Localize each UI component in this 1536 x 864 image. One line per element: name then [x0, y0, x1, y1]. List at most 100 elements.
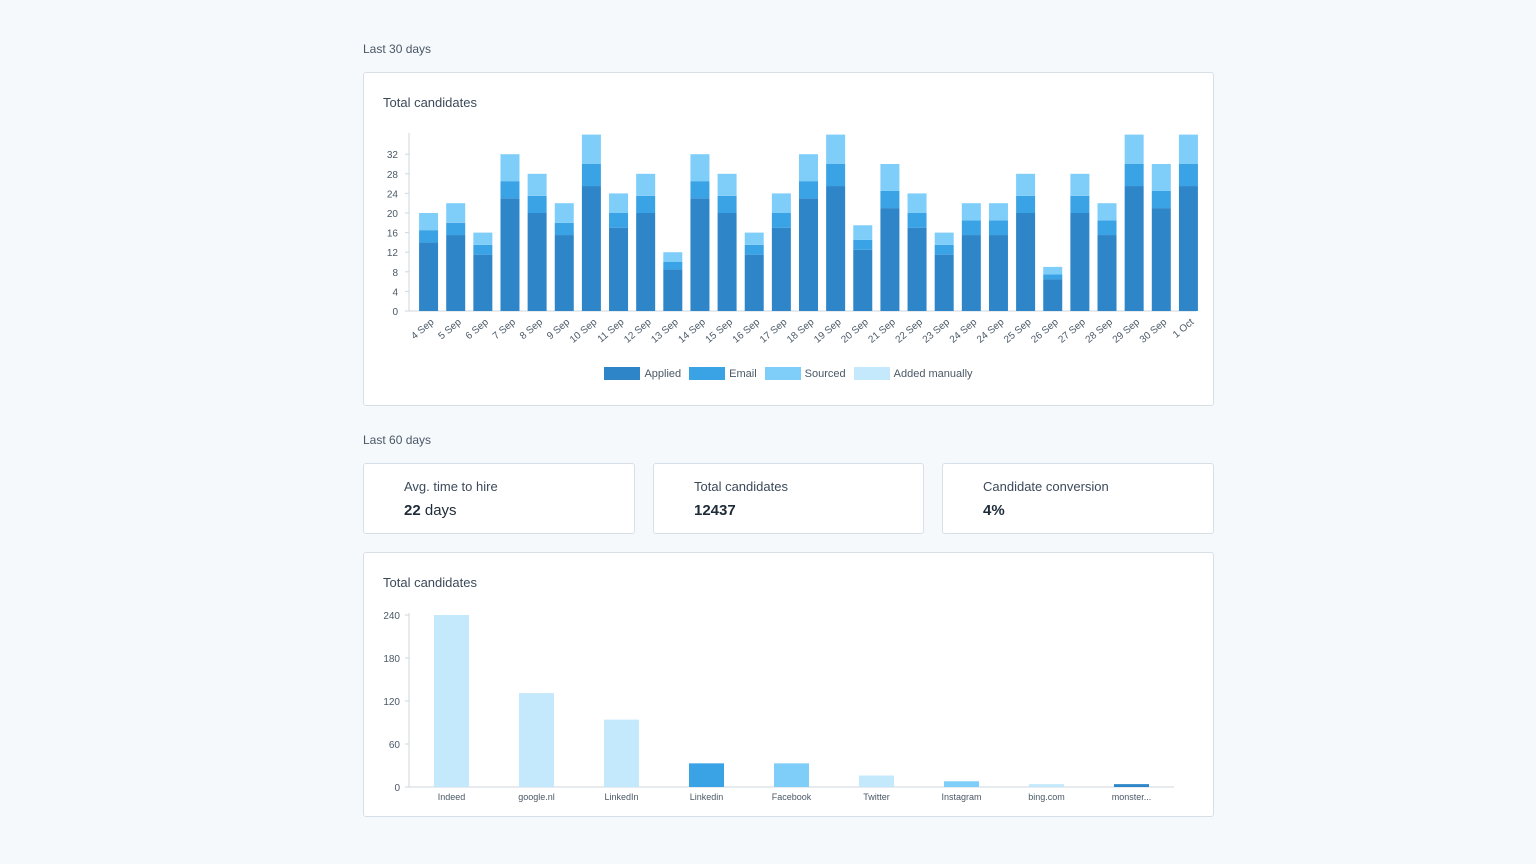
section-label-last-60-days: Last 60 days [363, 433, 432, 447]
bar-segment-email [1178, 164, 1198, 187]
bar-segment-email [988, 220, 1008, 236]
bar-segment-sourced [446, 203, 466, 223]
bar-segment-applied [419, 242, 439, 311]
source-chart-card: Total candidates 0 60 120 180 240 Indeed googl… [363, 552, 1214, 817]
bar-segment-applied [1151, 208, 1171, 311]
x-tick-label: LinkedIn [604, 792, 638, 802]
bar-segment-email [554, 222, 574, 236]
bar-segment-email [609, 213, 629, 228]
stat-number: 12437 [694, 502, 736, 519]
bar-segment-email [527, 195, 547, 213]
bar-segment-sourced [988, 203, 1008, 221]
bar-segment-applied [581, 186, 601, 311]
y-tick-label: 12 [387, 248, 399, 259]
bar-segment-email [880, 190, 900, 209]
bar-segment-applied [771, 227, 791, 311]
source-chart-title: Total candidates [383, 575, 477, 590]
bar-segment-email [1097, 220, 1117, 236]
x-tick-label: 29 Sep [1111, 317, 1143, 346]
x-tick-label: 26 Sep [1029, 317, 1061, 346]
bar-segment-applied [609, 227, 629, 311]
x-tick-label: google.nl [518, 792, 555, 802]
bar-segment-email [907, 213, 927, 228]
bar-segment-applied [527, 213, 547, 311]
bar-segment-applied [826, 186, 846, 311]
bar-segment-applied [663, 269, 683, 311]
bar-segment-email [1070, 195, 1090, 213]
stat-card-candidate-conversion: Candidate conversion 4% [942, 463, 1214, 534]
legend-item-email: Email [689, 367, 757, 380]
x-tick-label: Instagram [941, 792, 981, 802]
legend-item-added-manually: Added manually [853, 367, 973, 380]
x-tick-label: 17 Sep [758, 317, 790, 346]
bar-segment-sourced [799, 154, 818, 182]
stat-card-total-candidates: Total candidates 12437 [653, 463, 924, 534]
x-tick-label: 14 Sep [677, 317, 709, 346]
bar-segment-applied [1178, 186, 1198, 311]
x-tick-label: 16 Sep [731, 317, 763, 346]
bar-segment-applied [799, 198, 818, 311]
stat-label: Avg. time to hire [404, 479, 498, 494]
y-tick-label: 32 [387, 150, 399, 161]
bar-segment-email [799, 181, 818, 199]
x-tick-label: 23 Sep [921, 317, 953, 346]
bar-segment-email [581, 164, 601, 187]
x-tick-label: monster... [1112, 792, 1152, 802]
y-tick-label: 24 [387, 189, 399, 200]
y-tick-label: 8 [392, 268, 398, 279]
x-tick-label: 30 Sep [1138, 317, 1170, 346]
bar-segment-email [636, 195, 656, 213]
bar [689, 763, 724, 787]
x-tick-label: 10 Sep [568, 317, 600, 346]
stat-label: Candidate conversion [983, 479, 1109, 494]
bar-segment-sourced [1016, 173, 1036, 196]
bar-segment-sourced [826, 134, 846, 164]
legend-label-sourced: Sourced [804, 367, 846, 380]
legend-label-added-manually: Added manually [893, 367, 973, 380]
bar-segment-applied [853, 249, 873, 311]
legend-label-email: Email [729, 367, 757, 380]
legend-label-applied: Applied [644, 367, 682, 380]
bar-segment-email [744, 244, 764, 255]
x-tick-label: 5 Sep [437, 317, 464, 343]
y-tick-label: 20 [387, 209, 399, 220]
x-tick-label: 4 Sep [409, 317, 436, 343]
chart-legend: Applied Email Sourced Added manually [364, 367, 1213, 380]
bar-segment-email [1043, 274, 1063, 280]
bar-segment-email [1124, 164, 1144, 187]
bar-segment-sourced [554, 203, 574, 223]
bar [434, 615, 469, 787]
bar-segment-email [663, 262, 683, 270]
x-tick-label: 15 Sep [704, 317, 736, 346]
bar-segment-email [853, 239, 873, 250]
x-tick-label: 6 Sep [464, 317, 491, 343]
y-tick-label: 28 [387, 170, 399, 181]
bar-segment-sourced [934, 232, 954, 245]
bar-segment-applied [554, 235, 574, 311]
stat-value: 22 days [404, 502, 457, 519]
stat-number: 22 [404, 502, 421, 519]
bar-segment-email [1151, 190, 1171, 209]
x-tick-label: 28 Sep [1084, 317, 1116, 346]
x-tick-label: Linkedin [690, 792, 724, 802]
x-tick-label: 24 Sep [948, 317, 980, 346]
bar-segment-email [961, 220, 981, 236]
bar-segment-applied [744, 254, 764, 311]
bar-segment-applied [690, 198, 710, 311]
legend-item-applied: Applied [604, 367, 681, 380]
bar-segment-sourced [1151, 164, 1171, 191]
bar-segment-email [419, 230, 439, 243]
source-bar-chart: 0 60 120 180 240 Indeed google.nl LinkedIn Linke… [383, 611, 1174, 802]
x-tick-label: 20 Sep [839, 317, 871, 346]
bar-segment-email [1016, 195, 1036, 213]
bar-segment-sourced [636, 173, 656, 196]
bar-segment-sourced [880, 164, 900, 191]
stat-card-avg-time-to-hire: Avg. time to hire 22 days [363, 463, 635, 534]
x-tick-label: 22 Sep [894, 317, 926, 346]
y-tick-label: 180 [383, 654, 400, 665]
bar-segment-sourced [419, 213, 439, 231]
bar-segment-sourced [581, 134, 601, 164]
stacked-chart-title: Total candidates [383, 95, 477, 110]
bar-segment-sourced [609, 193, 629, 213]
bar-segment-applied [880, 208, 900, 311]
